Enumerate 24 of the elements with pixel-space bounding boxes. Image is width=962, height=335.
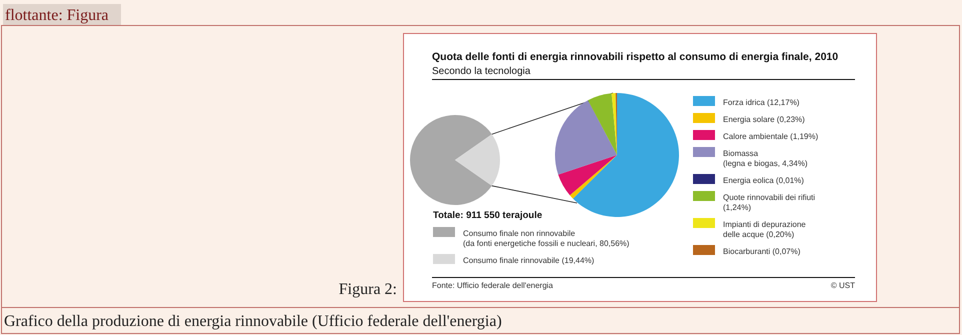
text: flottante: Figura xyxy=(5,7,109,24)
legend-label: Quote rinnovabili dei rifiuti (1,24%) xyxy=(723,193,816,212)
legend-label: Calore ambientale (1,19%) xyxy=(723,132,818,141)
pie-slice xyxy=(572,93,679,217)
chart-title: Quota delle fonti di energia rinnovabili rispetto al consumo di energia finale, 2010 xyxy=(432,51,838,63)
source-note: Fonte: Ufficio federale dell'energia xyxy=(432,281,554,290)
text: © UST xyxy=(830,281,856,290)
pie-slice xyxy=(612,93,617,155)
legend-label: Consumo finale non rinnovabile (da fonti energetiche fossili e nucleari, 80,56%) xyxy=(463,229,630,248)
pie-slice xyxy=(410,115,492,205)
text: Totale: 911 550 terajoule xyxy=(433,210,542,221)
chart-subtitle: Secondo la tecnologia xyxy=(432,66,531,77)
legend-label: Consumo finale rinnovabile (19,44%) xyxy=(463,256,595,265)
legend-label: Energia solare (0,23%) xyxy=(723,115,806,124)
legend-label: Biocarburanti (0,07%) xyxy=(723,247,801,256)
pie-slice xyxy=(558,155,617,196)
legend-label: Biomassa (legna e biogas, 4,34%) xyxy=(723,149,808,168)
text: Figura 2: xyxy=(338,281,397,298)
pie-slice xyxy=(555,100,617,175)
legend-label: Impianti di depurazione delle acque (0,20%) xyxy=(723,220,806,239)
legend-label: Forza idrica (12,17%) xyxy=(723,98,800,107)
pie-slice xyxy=(455,134,500,186)
text: Grafico della produzione di energia rinnovabile (Ufficio federale dell'energia) xyxy=(4,313,502,330)
legend-label: Energia eolica (0,01%) xyxy=(723,176,804,185)
